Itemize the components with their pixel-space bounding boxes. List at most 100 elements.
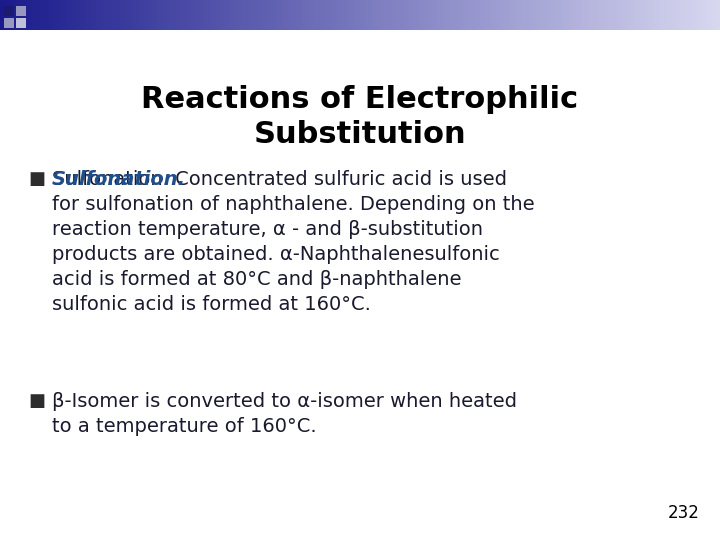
Bar [716,0,720,30]
Bar [472,0,475,30]
Bar [4,0,7,30]
Bar [306,0,310,30]
Bar [0,0,4,30]
Bar [353,0,356,30]
Bar [151,0,155,30]
Bar [637,0,641,30]
Bar [522,0,526,30]
Bar [25,0,29,30]
Bar [558,0,562,30]
Text: ■: ■ [28,170,45,188]
Bar [479,0,482,30]
Bar [324,0,328,30]
Bar [641,0,644,30]
Bar [475,0,479,30]
Bar [673,0,677,30]
Bar [551,0,554,30]
Bar [16,18,26,28]
Bar [583,0,587,30]
Bar [29,0,32,30]
Bar [97,0,101,30]
Bar [16,6,26,16]
Bar [295,0,299,30]
Bar [104,0,108,30]
Text: ■: ■ [28,392,45,410]
Bar [320,0,324,30]
Bar [526,0,529,30]
Bar [677,0,680,30]
Bar [284,0,288,30]
Bar [688,0,691,30]
Bar [382,0,385,30]
Bar [281,0,284,30]
Bar [259,0,263,30]
Bar [205,0,209,30]
Bar [54,0,58,30]
Bar [7,0,11,30]
Bar [202,0,205,30]
Bar [468,0,472,30]
Bar [518,0,522,30]
Bar [407,0,410,30]
Bar [590,0,594,30]
Bar [90,0,94,30]
Bar [418,0,421,30]
Bar [619,0,623,30]
Bar [4,6,14,16]
Bar [187,0,191,30]
Bar [515,0,518,30]
Bar [356,0,360,30]
Bar [342,0,346,30]
Bar [216,0,220,30]
Bar [428,0,432,30]
Bar [234,0,238,30]
Bar [392,0,396,30]
Bar [544,0,547,30]
Bar [713,0,716,30]
Bar [83,0,86,30]
Bar [14,0,18,30]
Bar [626,0,630,30]
Bar [58,0,61,30]
Bar [414,0,418,30]
Text: Reactions of Electrophilic
Substitution: Reactions of Electrophilic Substitution [141,85,579,148]
Bar [572,0,576,30]
Bar [144,0,148,30]
Text: Sulfonation.: Sulfonation. [52,170,186,189]
Bar [702,0,706,30]
Bar [36,0,40,30]
Bar [198,0,202,30]
Bar [659,0,662,30]
Bar [367,0,371,30]
Bar [191,0,194,30]
Bar [302,0,306,30]
Bar [288,0,292,30]
Bar [684,0,688,30]
Bar [569,0,572,30]
Bar [263,0,266,30]
Bar [220,0,223,30]
Bar [493,0,497,30]
Bar [425,0,428,30]
Bar [601,0,605,30]
Bar [335,0,338,30]
Bar [256,0,259,30]
Bar [500,0,504,30]
Bar [349,0,353,30]
Bar [86,0,90,30]
Bar [439,0,443,30]
Bar [623,0,626,30]
Bar [655,0,659,30]
Bar [436,0,439,30]
Bar [360,0,364,30]
Bar [40,0,43,30]
Bar [410,0,414,30]
Bar [209,0,212,30]
Bar [119,0,122,30]
Bar [4,18,14,28]
Bar [248,0,252,30]
Bar [173,0,176,30]
Bar [508,0,511,30]
Bar [32,0,36,30]
Bar [130,0,133,30]
